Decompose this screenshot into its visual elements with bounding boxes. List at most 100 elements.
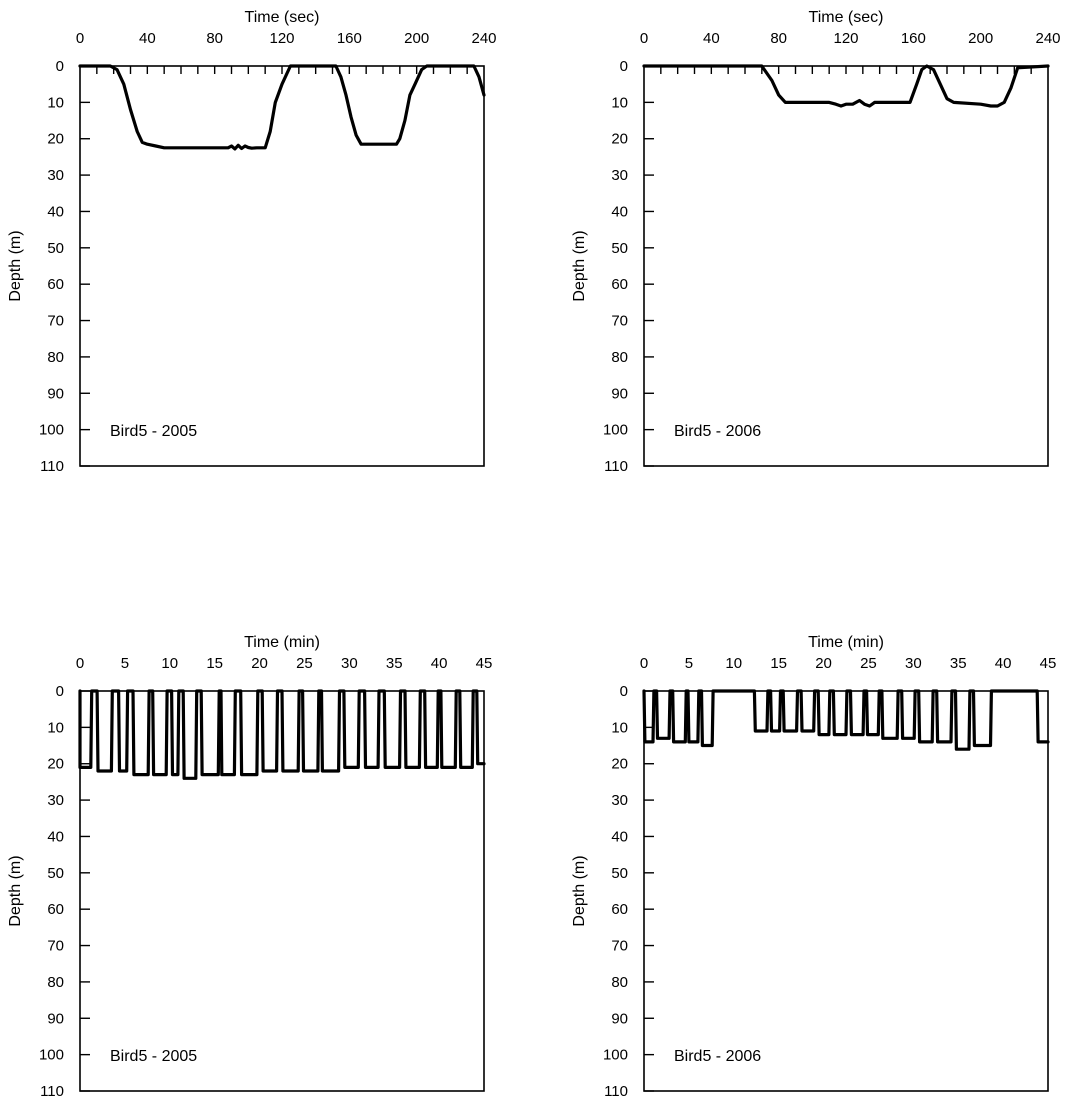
x-tick-label: 80 (770, 30, 787, 47)
x-tick-label: 200 (968, 30, 993, 47)
panel-annotation: Bird5 - 2005 (110, 1048, 197, 1065)
y-tick-label: 70 (611, 313, 628, 330)
x-tick-label: 5 (121, 655, 129, 672)
x-tick-label: 120 (269, 30, 294, 47)
y-tick-label: 10 (47, 719, 64, 736)
x-tick-label: 80 (206, 30, 223, 47)
y-tick-label: 20 (611, 131, 628, 148)
y-tick-label: 0 (620, 58, 628, 75)
y-tick-label: 10 (611, 94, 628, 111)
y-tick-label: 10 (611, 719, 628, 736)
x-tick-label: 15 (206, 655, 223, 672)
y-tick-label: 60 (611, 901, 628, 918)
x-axis-title: Time (sec) (245, 9, 320, 26)
x-tick-label: 0 (640, 30, 648, 47)
y-axis-title: Depth (m) (7, 230, 24, 301)
panel-bottom-right: 0 5 10 15 20 25 30 35 40 45 Time (min) 0 10 20 30 40 50 6… (571, 634, 1056, 1100)
y-tick-label: 0 (56, 58, 64, 75)
x-tick-label: 10 (161, 655, 178, 672)
x-tick-label: 0 (76, 30, 84, 47)
x-tick-label: 40 (995, 655, 1012, 672)
y-tick-label: 30 (611, 792, 628, 809)
x-tick-label: 160 (901, 30, 926, 47)
x-tick-label: 20 (815, 655, 832, 672)
x-axis-title: Time (sec) (809, 9, 884, 26)
y-tick-label: 30 (47, 792, 64, 809)
y-tick-label: 80 (47, 974, 64, 991)
x-tick-label: 25 (296, 655, 313, 672)
y-tick-label: 100 (39, 422, 64, 439)
y-tick-label: 50 (611, 865, 628, 882)
panel-top-right: 0 40 80 120 160 200 240 Time (sec) 0 10 20 30 40 50 60… (571, 9, 1061, 475)
y-tick-label: 70 (47, 313, 64, 330)
x-tick-label: 25 (860, 655, 877, 672)
y-tick-label: 40 (47, 828, 64, 845)
y-tick-label: 50 (611, 240, 628, 257)
x-tick-label: 240 (471, 30, 496, 47)
y-tick-label: 110 (604, 1083, 628, 1100)
y-axis-title: Depth (m) (7, 855, 24, 926)
panel-annotation: Bird5 - 2006 (674, 1048, 761, 1065)
y-tick-label: 60 (47, 901, 64, 918)
panel-bottom-left: 0 5 10 15 20 25 30 35 40 45 Time (min) 0 10 20 30 40 50 6… (7, 634, 492, 1100)
x-tick-label: 0 (640, 655, 648, 672)
x-tick-label: 45 (476, 655, 493, 672)
y-axis-title: Depth (m) (571, 855, 588, 926)
x-tick-label: 160 (337, 30, 362, 47)
y-tick-label: 110 (40, 458, 64, 475)
y-tick-label: 50 (47, 865, 64, 882)
y-tick-label: 10 (47, 94, 64, 111)
plot-frame (643, 690, 1049, 1092)
y-tick-label: 90 (611, 385, 628, 402)
x-tick-label: 40 (139, 30, 156, 47)
x-tick-label: 35 (950, 655, 967, 672)
y-tick-label: 20 (47, 756, 64, 773)
x-axis-title: Time (min) (808, 634, 884, 651)
x-tick-label: 200 (404, 30, 429, 47)
depth-series-line (78, 689, 486, 780)
x-tick-label: 5 (685, 655, 693, 672)
x-tick-label: 30 (341, 655, 358, 672)
y-tick-label: 40 (611, 828, 628, 845)
depth-series-line (78, 64, 486, 151)
panel-top-left: 0 40 80 120 160 200 240 Time (sec) 0 10 20 30 40 50 60… (7, 9, 497, 475)
x-tick-label: 120 (833, 30, 858, 47)
plot-frame (643, 65, 1049, 467)
y-tick-label: 0 (620, 683, 628, 700)
y-tick-label: 100 (39, 1047, 64, 1064)
x-tick-label: 35 (386, 655, 403, 672)
x-tick-label: 40 (431, 655, 448, 672)
y-tick-label: 80 (611, 349, 628, 366)
y-tick-label: 70 (47, 938, 64, 955)
y-tick-label: 30 (47, 167, 64, 184)
x-tick-label: 10 (725, 655, 742, 672)
y-tick-label: 80 (47, 349, 64, 366)
y-tick-label: 20 (611, 756, 628, 773)
depth-series-line (642, 689, 1050, 751)
y-tick-label: 80 (611, 974, 628, 991)
x-tick-label: 40 (703, 30, 720, 47)
y-tick-label: 70 (611, 938, 628, 955)
y-tick-label: 20 (47, 131, 64, 148)
x-tick-label: 15 (770, 655, 787, 672)
depth-series-line (642, 64, 1050, 108)
y-tick-label: 100 (603, 422, 628, 439)
x-tick-label: 20 (251, 655, 268, 672)
y-axis-title: Depth (m) (571, 230, 588, 301)
y-tick-label: 110 (604, 458, 628, 475)
y-tick-label: 30 (611, 167, 628, 184)
y-tick-label: 110 (40, 1083, 64, 1100)
plot-frame (79, 65, 485, 467)
y-tick-label: 60 (611, 276, 628, 293)
y-tick-label: 90 (611, 1010, 628, 1027)
x-tick-label: 30 (905, 655, 922, 672)
y-tick-label: 40 (611, 203, 628, 220)
y-tick-label: 90 (47, 1010, 64, 1027)
y-tick-label: 100 (603, 1047, 628, 1064)
x-tick-label: 240 (1035, 30, 1060, 47)
y-tick-label: 60 (47, 276, 64, 293)
y-tick-label: 40 (47, 203, 64, 220)
x-tick-label: 0 (76, 655, 84, 672)
y-tick-label: 50 (47, 240, 64, 257)
panel-annotation: Bird5 - 2005 (110, 423, 197, 440)
